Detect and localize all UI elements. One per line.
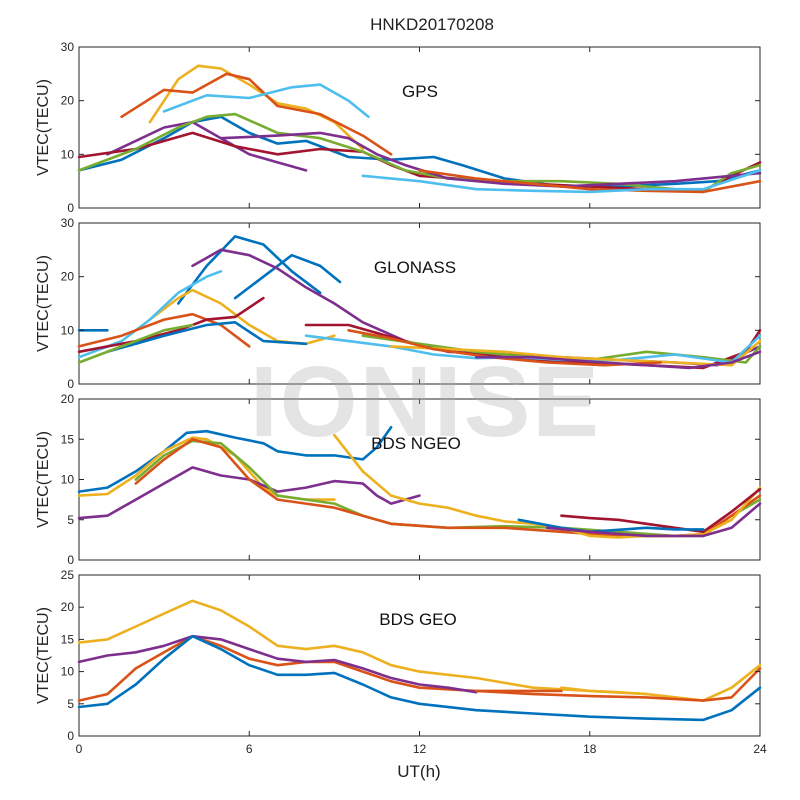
y-tick-label: 10 xyxy=(61,147,75,161)
y-tick-label: 10 xyxy=(61,665,75,679)
plot-area xyxy=(78,222,761,385)
figure-title: HNKD20170208 xyxy=(370,15,494,34)
x-tick-label: 24 xyxy=(753,742,767,756)
y-tick-label: 25 xyxy=(61,568,75,582)
y-tick-label: 5 xyxy=(67,697,74,711)
series-line-8 xyxy=(545,502,762,538)
y-tick-label: 0 xyxy=(67,553,74,567)
y-axis-label: VTEC(TECU) xyxy=(35,255,52,352)
y-axis-label: VTEC(TECU) xyxy=(35,79,52,176)
y-tick-label: 10 xyxy=(61,323,75,337)
y-tick-label: 10 xyxy=(61,473,75,487)
series-line-9 xyxy=(361,169,762,194)
series-line-6 xyxy=(560,487,762,534)
series-line-3 xyxy=(77,634,762,722)
y-axis-label: VTEC(TECU) xyxy=(35,431,52,528)
x-axis-label: UT(h) xyxy=(397,762,440,781)
y-tick-label: 20 xyxy=(61,600,75,614)
y-tick-label: 20 xyxy=(61,270,75,284)
y-tick-label: 30 xyxy=(61,216,75,230)
plot-area xyxy=(78,574,761,737)
series-line-7 xyxy=(517,518,705,534)
subplot-2: 0 5 10 15 20 VTEC(TECU) BDS NGEO xyxy=(35,392,762,567)
panel-label: BDS NGEO xyxy=(371,434,461,453)
series-line-1 xyxy=(77,634,762,702)
series-line-2 xyxy=(77,634,478,694)
series-line-8 xyxy=(106,321,308,354)
subplots: 0 10 20 30 VTEC(TECU) GPS 0 10 20 30 VTEC(TECU) GLO… xyxy=(35,40,767,756)
y-tick-label: 20 xyxy=(61,94,75,108)
series-line-0 xyxy=(177,235,322,305)
x-tick-label: 12 xyxy=(413,742,427,756)
series-line-2 xyxy=(77,466,421,520)
y-tick-label: 30 xyxy=(61,40,75,54)
subplot-0: 0 10 20 30 VTEC(TECU) GPS xyxy=(35,40,762,215)
panel-label: BDS GEO xyxy=(379,610,456,629)
subplot-1: 0 10 20 30 VTEC(TECU) GLONASS xyxy=(35,216,762,391)
series-line-1 xyxy=(120,72,393,156)
series-line-1 xyxy=(233,253,342,300)
series-line-10 xyxy=(77,323,194,364)
y-axis-label: VTEC(TECU) xyxy=(35,607,52,704)
y-tick-label: 20 xyxy=(61,392,75,406)
y-tick-label: 0 xyxy=(67,377,74,391)
y-tick-label: 15 xyxy=(61,432,75,446)
x-tick-label: 6 xyxy=(246,742,253,756)
series-line-0 xyxy=(77,425,393,493)
y-tick-label: 0 xyxy=(67,729,74,743)
y-tick-label: 15 xyxy=(61,632,75,646)
x-tick-label: 0 xyxy=(76,742,83,756)
series-line-7 xyxy=(219,131,762,188)
series-line-2 xyxy=(162,83,370,119)
y-tick-label: 5 xyxy=(67,513,74,527)
series-line-8 xyxy=(418,169,762,194)
series-line-5 xyxy=(560,686,648,696)
series-line-5 xyxy=(77,312,251,348)
x-tick-label: 18 xyxy=(583,742,597,756)
y-tick-label: 0 xyxy=(67,201,74,215)
panel-label: GLONASS xyxy=(374,258,456,277)
series-line-4 xyxy=(77,270,223,359)
subplot-3: 0 5 10 15 20 25 0 6 12 18 24 VTEC(TECU) BDS GEO xyxy=(35,568,767,756)
series-line-15 xyxy=(475,350,762,370)
panel-label: GPS xyxy=(402,82,438,101)
